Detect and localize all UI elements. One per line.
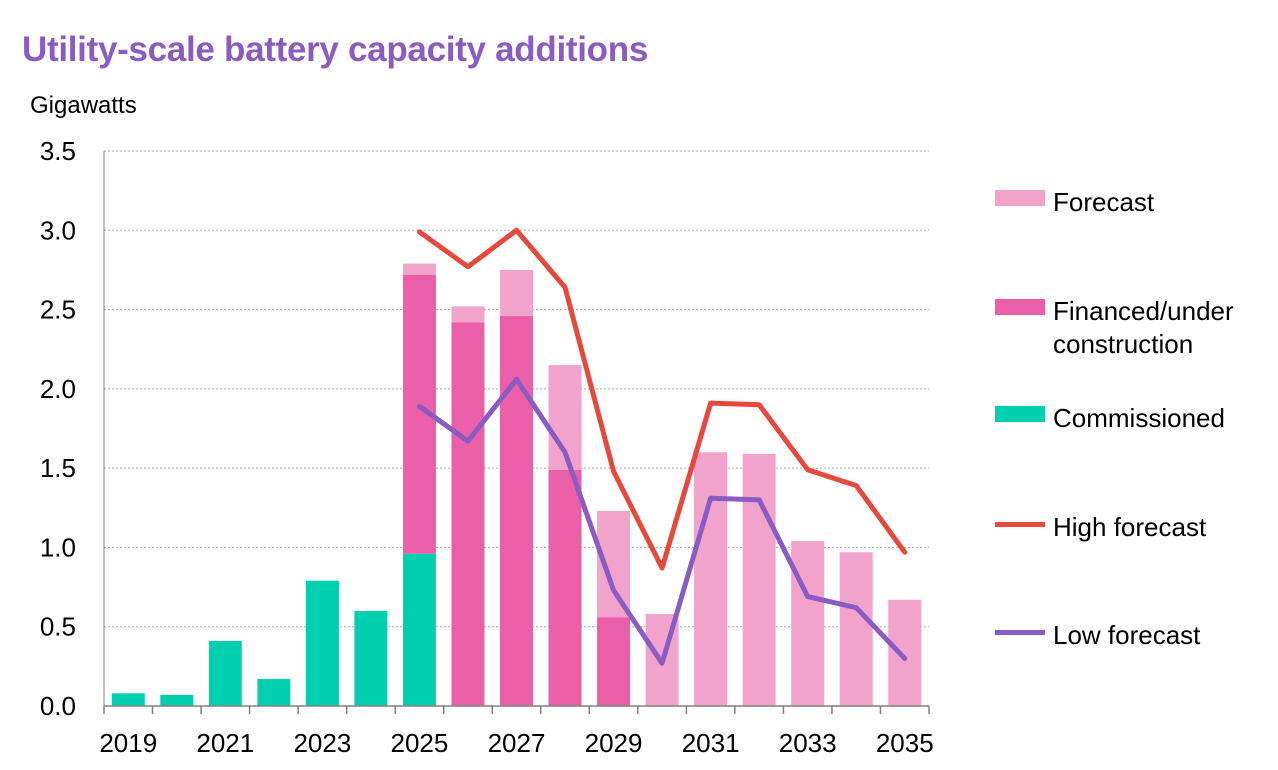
legend-label-low-forecast: Low forecast xyxy=(1053,620,1201,650)
bar-forecast-2035 xyxy=(888,599,922,706)
x-tick-label: 2035 xyxy=(876,728,934,758)
legend-line-high-forecast xyxy=(995,522,1045,527)
chart-title: Utility-scale battery capacity additions xyxy=(22,30,648,69)
legend-swatch-commissioned xyxy=(995,406,1045,422)
legend-swatch-forecast xyxy=(995,190,1045,206)
y-tick-label: 1.5 xyxy=(40,453,76,483)
bar-forecast-2025 xyxy=(402,263,436,275)
bar-financed-2028 xyxy=(548,469,582,706)
bar-commissioned-2019 xyxy=(111,693,145,706)
bar-forecast-2034 xyxy=(839,552,873,706)
x-tick-label: 2019 xyxy=(99,728,157,758)
legend-label-forecast: Forecast xyxy=(1053,187,1155,217)
line-high-forecast xyxy=(416,227,908,571)
legend-item-high-forecast: High forecast xyxy=(995,511,1206,544)
legend-label-financed: Financed/under construction xyxy=(1053,296,1234,359)
bar-financed-2029 xyxy=(597,617,631,706)
legend-label-commissioned: Commissioned xyxy=(1053,403,1225,433)
legend-item-financed: Financed/under construction xyxy=(995,295,1268,361)
x-tick-label: 2027 xyxy=(488,728,546,758)
legend-label-high-forecast: High forecast xyxy=(1053,512,1207,542)
y-tick-label: 3.0 xyxy=(40,215,76,245)
bar-financed-2027 xyxy=(500,315,533,706)
bar-financed-2026 xyxy=(451,322,485,706)
bar-forecast-2033 xyxy=(791,541,825,706)
y-tick-label: 2.5 xyxy=(40,295,76,325)
x-tick-label: 2031 xyxy=(682,728,740,758)
legend-item-low-forecast: Low forecast xyxy=(995,619,1200,652)
x-tick-label: 2023 xyxy=(293,728,351,758)
bar-commissioned-2021 xyxy=(208,640,242,706)
bar-forecast-2031 xyxy=(694,452,728,706)
y-tick-label: 1.0 xyxy=(40,532,76,562)
bar-commissioned-2020 xyxy=(160,694,194,706)
y-axis-label: Gigawatts xyxy=(30,92,137,119)
y-tick-label: 3.5 xyxy=(40,136,76,166)
bar-commissioned-2025 xyxy=(402,553,436,706)
legend-swatch-financed xyxy=(995,299,1045,315)
y-tick-label: 0.0 xyxy=(40,691,76,721)
line-low-forecast xyxy=(416,376,908,666)
legend-item-commissioned: Commissioned xyxy=(995,402,1225,435)
y-tick-label: 2.0 xyxy=(40,374,76,404)
bar-forecast-2027 xyxy=(500,269,533,316)
bar-commissioned-2022 xyxy=(257,679,291,706)
bar-forecast-2026 xyxy=(451,306,485,323)
legend-item-forecast: Forecast xyxy=(995,186,1154,219)
x-tick-label: 2021 xyxy=(196,728,254,758)
x-tick-label: 2025 xyxy=(391,728,449,758)
bar-forecast-2032 xyxy=(742,453,776,706)
x-tick-label: 2033 xyxy=(779,728,837,758)
x-tick-label: 2029 xyxy=(585,728,643,758)
legend-line-low-forecast xyxy=(995,630,1045,635)
bar-commissioned-2023 xyxy=(305,580,339,706)
y-tick-label: 0.5 xyxy=(40,612,76,642)
bar-commissioned-2024 xyxy=(354,610,388,706)
